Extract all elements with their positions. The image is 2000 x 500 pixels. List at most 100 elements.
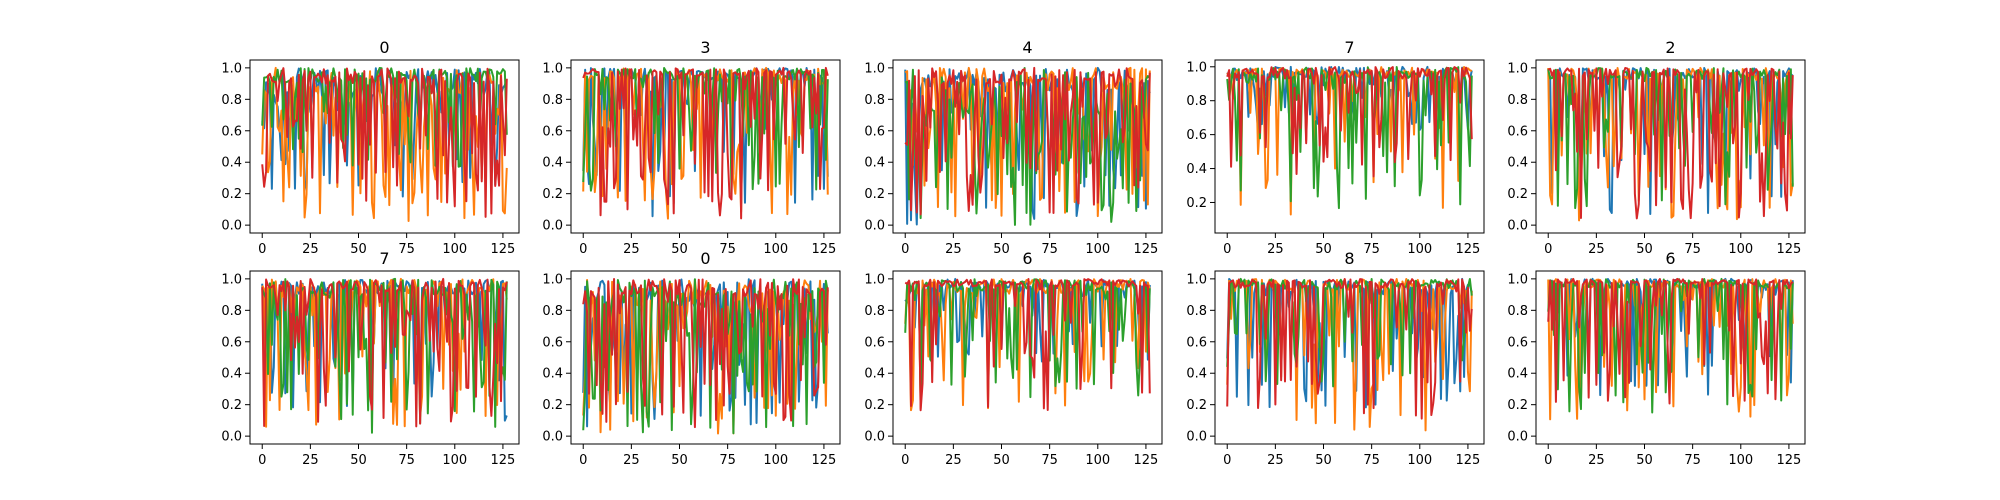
y-tick-label: 0.8: [864, 93, 885, 108]
subplot-0: 0 0 25 50 75 100 125 0.0 0.2 0.4 0.6 0.8 1.0: [221, 38, 520, 257]
y-tick-label: 1.0: [221, 61, 242, 76]
y-tick-label: 0.4: [864, 367, 885, 382]
series-line-3: [261, 67, 508, 218]
x-tick-label: 50: [1636, 453, 1653, 468]
subplot-6: 0 0 25 50 75 100 125 0.0 0.2 0.4 0.6 0.8 1.0: [542, 249, 841, 468]
y-tick-label: 1.0: [1186, 60, 1207, 75]
x-tick-label: 75: [1363, 453, 1380, 468]
y-tick-label: 0.2: [864, 187, 885, 202]
y-tick-label: 0.8: [1507, 93, 1528, 108]
x-tick-label: 75: [1041, 453, 1058, 468]
x-tick-label: 25: [1267, 453, 1284, 468]
x-tick-label: 100: [763, 242, 788, 257]
series-lines: [1226, 65, 1473, 216]
x-tick-label: 100: [1085, 453, 1110, 468]
x-tick-label: 50: [350, 453, 367, 468]
x-tick-label: 75: [719, 453, 736, 468]
subplot-title: 4: [1022, 38, 1032, 57]
y-tick-label: 0.2: [864, 398, 885, 413]
y-tick-label: 0.8: [542, 304, 563, 319]
series-lines: [904, 277, 1151, 412]
y-tick-label: 0.4: [1186, 367, 1207, 382]
y-tick-label: 0.8: [1507, 304, 1528, 319]
y-tick-label: 0.0: [221, 430, 242, 445]
series-lines: [1226, 277, 1473, 432]
series-line-3: [1226, 66, 1473, 178]
y-tick-label: 0.6: [542, 335, 563, 350]
y-tick-label: 0.0: [864, 430, 885, 445]
series-line-3: [261, 277, 508, 428]
x-tick-label: 75: [398, 453, 415, 468]
y-tick-label: 1.0: [1507, 272, 1528, 287]
series-lines: [904, 66, 1151, 226]
x-tick-label: 25: [623, 453, 640, 468]
series-line-3: [1547, 277, 1794, 405]
y-tick-label: 0.0: [1507, 430, 1528, 445]
series-lines: [261, 277, 508, 434]
axes-frame: [892, 59, 1163, 234]
x-tick-label: 50: [993, 242, 1010, 257]
x-tick-label: 50: [993, 453, 1010, 468]
x-tick-label: 100: [442, 453, 467, 468]
y-tick-label: 0.4: [542, 156, 563, 171]
x-tick-label: 125: [1134, 453, 1159, 468]
y-tick-label: 1.0: [864, 61, 885, 76]
y-tick-label: 0.0: [864, 219, 885, 234]
x-tick-label: 50: [1315, 453, 1332, 468]
x-tick-label: 0: [579, 453, 587, 468]
x-tick-label: 100: [1407, 453, 1432, 468]
y-tick-label: 0.2: [1186, 398, 1207, 413]
y-tick-label: 0.8: [864, 304, 885, 319]
x-tick-label: 125: [1456, 453, 1481, 468]
subplot-title: 8: [1344, 249, 1354, 268]
subplot-3: 7 0 25 50 75 100 125 0.2 0.4 0.6 0.8 1.0: [1186, 38, 1485, 257]
x-tick-label: 125: [491, 453, 516, 468]
y-tick-label: 0.8: [221, 304, 242, 319]
x-tick-label: 25: [1588, 242, 1605, 257]
x-tick-label: 125: [1777, 242, 1802, 257]
x-tick-label: 125: [1456, 242, 1481, 257]
x-tick-label: 0: [579, 242, 587, 257]
y-tick-label: 0.8: [221, 93, 242, 108]
series-line-3: [904, 278, 1151, 412]
y-tick-label: 1.0: [221, 272, 242, 287]
series-line-3: [582, 66, 829, 220]
y-tick-label: 0.4: [864, 156, 885, 171]
y-tick-label: 0.0: [542, 430, 563, 445]
y-tick-label: 0.2: [542, 398, 563, 413]
x-tick-label: 0: [258, 242, 266, 257]
y-tick-label: 0.6: [221, 335, 242, 350]
axes-frame: [1535, 59, 1806, 234]
subplot-title: 7: [1344, 38, 1354, 57]
x-tick-label: 75: [1041, 242, 1058, 257]
subplot-title: 0: [700, 249, 710, 268]
series-line-3: [904, 66, 1151, 216]
y-tick-label: 0.6: [1186, 128, 1207, 143]
subplot-1: 3 0 25 50 75 100 125 0.0 0.2 0.4 0.6 0.8 1.0: [542, 38, 841, 257]
axes-frame: [570, 59, 841, 234]
series-lines: [1547, 66, 1794, 222]
x-tick-label: 25: [945, 453, 962, 468]
subplot-7: 6 0 25 50 75 100 125 0.0 0.2 0.4 0.6 0.8 1.0: [864, 249, 1163, 468]
subplot-title: 0: [379, 38, 389, 57]
series-line-3: [1547, 67, 1794, 220]
x-tick-label: 50: [350, 242, 367, 257]
x-tick-label: 25: [1588, 453, 1605, 468]
subplot-title: 6: [1665, 249, 1675, 268]
x-tick-label: 0: [1544, 453, 1552, 468]
x-tick-label: 25: [1267, 242, 1284, 257]
series-line-3: [1226, 278, 1473, 420]
x-tick-label: 100: [1085, 242, 1110, 257]
axes-frame: [570, 270, 841, 445]
x-tick-label: 100: [1407, 242, 1432, 257]
y-tick-label: 0.4: [221, 367, 242, 382]
y-tick-label: 0.4: [1186, 162, 1207, 177]
subplot-title: 7: [379, 249, 389, 268]
y-tick-label: 1.0: [1186, 272, 1207, 287]
y-tick-label: 0.4: [542, 367, 563, 382]
x-tick-label: 75: [1684, 242, 1701, 257]
x-tick-label: 25: [623, 242, 640, 257]
subplot-2: 4 0 25 50 75 100 125 0.0 0.2 0.4 0.6 0.8 1.0: [864, 38, 1163, 257]
series-lines: [1547, 277, 1794, 421]
